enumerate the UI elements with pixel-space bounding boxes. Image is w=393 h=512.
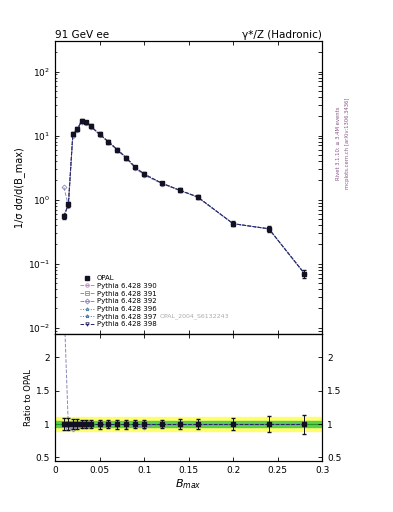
X-axis label: $B_{max}$: $B_{max}$	[175, 477, 202, 491]
Text: 91 GeV ee: 91 GeV ee	[55, 30, 109, 40]
Y-axis label: 1/σ dσ/d(B_max): 1/σ dσ/d(B_max)	[14, 147, 25, 228]
Text: OPAL_2004_S6132243: OPAL_2004_S6132243	[159, 313, 229, 319]
Bar	[55, 421, 322, 428]
Legend: OPAL, Pythia 6.428 390, Pythia 6.428 391, Pythia 6.428 392, Pythia 6.428 396, Py: OPAL, Pythia 6.428 390, Pythia 6.428 391…	[80, 275, 156, 328]
Text: γ*/Z (Hadronic): γ*/Z (Hadronic)	[242, 30, 322, 40]
Text: mcplots.cern.ch [arXiv:1306.3436]: mcplots.cern.ch [arXiv:1306.3436]	[345, 98, 350, 189]
Y-axis label: Ratio to OPAL: Ratio to OPAL	[24, 369, 33, 426]
Bar	[55, 417, 322, 431]
Text: Rivet 3.1.10; ≥ 3.4M events: Rivet 3.1.10; ≥ 3.4M events	[336, 106, 341, 180]
